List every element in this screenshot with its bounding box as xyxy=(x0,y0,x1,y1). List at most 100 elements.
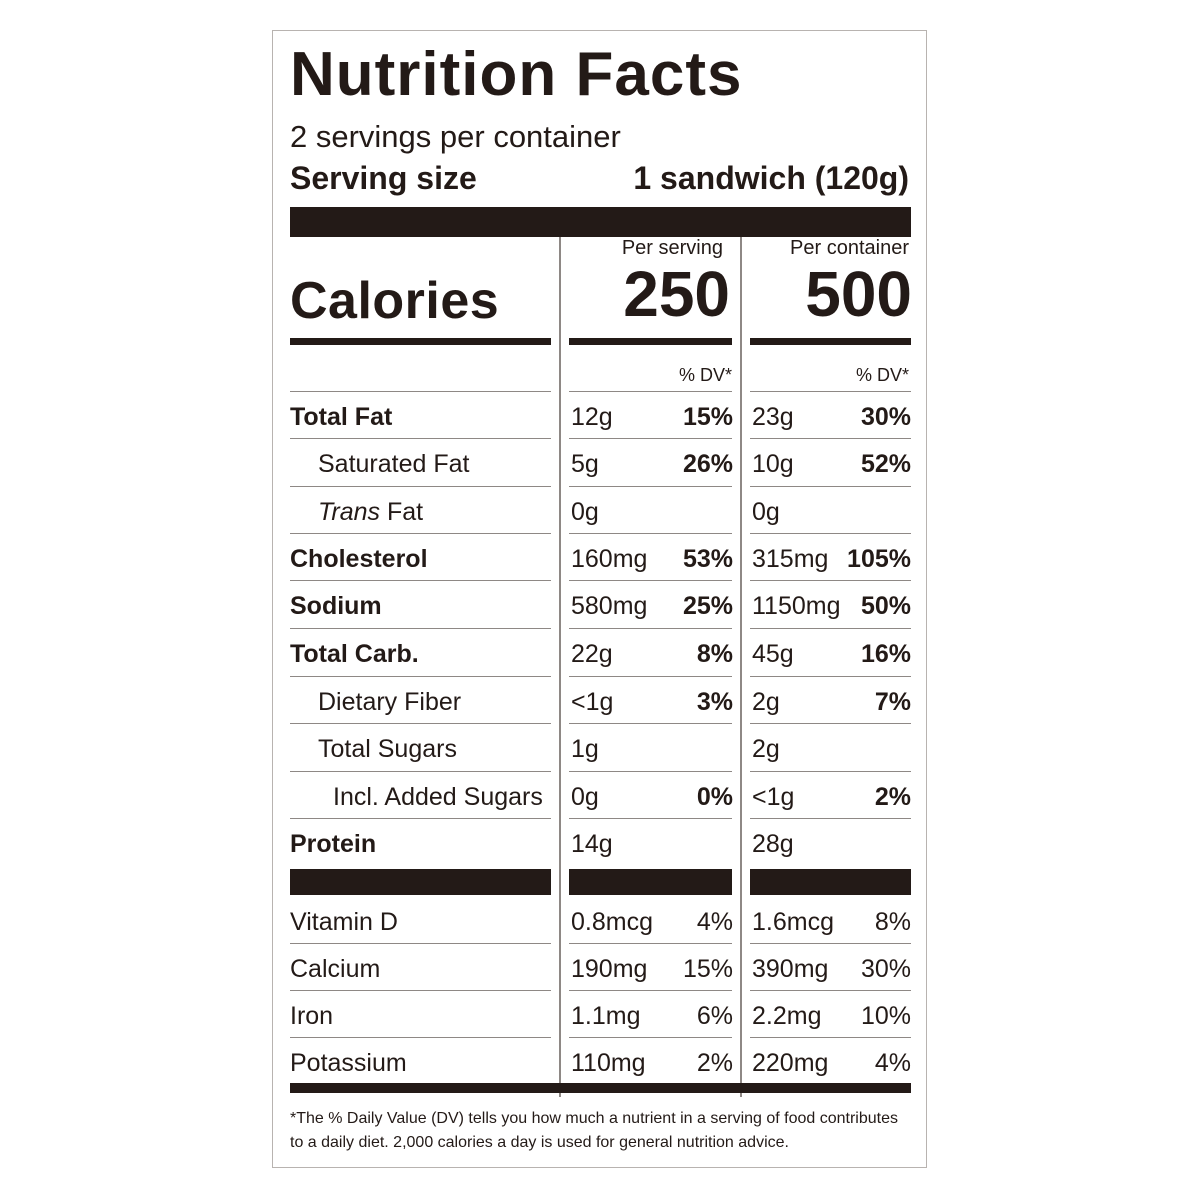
nutrient-row: Total Sugars 1g 2g xyxy=(273,726,928,773)
container-amount: 1150mg xyxy=(752,592,841,620)
serving-amount: 12g xyxy=(571,403,613,431)
nutrient-name: Total Carb. xyxy=(290,640,419,668)
row-rule-serving xyxy=(569,486,732,487)
vitamin-name: Potassium xyxy=(290,1049,407,1077)
vitamin-row: Calcium 190mg 15% 390mg 30% xyxy=(273,946,928,993)
nutrient-name-italic: Trans xyxy=(318,498,381,526)
nutrient-name: Total Sugars xyxy=(318,735,457,763)
container-dv: 8% xyxy=(874,908,911,936)
container-amount: 2g xyxy=(752,688,780,716)
row-rule-label xyxy=(290,723,551,724)
nutrient-row: Dietary Fiber <1g 3% 2g 7% xyxy=(273,679,928,726)
row-rule-label xyxy=(290,990,551,991)
serving-amount: 5g xyxy=(571,450,599,478)
serving-amount: 0g xyxy=(571,783,599,811)
container-dv: 7% xyxy=(874,688,911,716)
container-dv: 2% xyxy=(874,783,911,811)
row-rule-serving xyxy=(569,628,732,629)
per-container-heading: Per container xyxy=(790,237,909,259)
container-amount: 23g xyxy=(752,403,794,431)
column-divider-container xyxy=(740,237,742,1097)
serving-amount: 160mg xyxy=(571,545,648,573)
serving-dv: 15% xyxy=(682,403,733,431)
row-rule-label xyxy=(290,1037,551,1038)
row-rule-container xyxy=(750,676,911,677)
vitamin-row: Iron 1.1mg 6% 2.2mg 10% xyxy=(273,993,928,1040)
container-amount: 220mg xyxy=(752,1049,829,1077)
container-dv: 4% xyxy=(874,1049,911,1077)
row-rule-label xyxy=(290,676,551,677)
row-rule-container xyxy=(750,580,911,581)
calories-underline-serving xyxy=(569,338,732,345)
serving-dv: 3% xyxy=(696,688,733,716)
row-rule-container xyxy=(750,990,911,991)
container-dv: 105% xyxy=(847,545,911,573)
container-dv: 30% xyxy=(860,955,911,983)
serving-dv: 53% xyxy=(682,545,733,573)
nutrition-facts-panel: Nutrition Facts 2 servings per container… xyxy=(272,30,927,1168)
row-rule-label xyxy=(290,533,551,534)
nutrient-row: Trans Fat 0g 0g xyxy=(273,489,928,536)
container-amount: <1g xyxy=(752,783,795,811)
per-serving-heading: Per serving xyxy=(621,237,723,259)
nutrient-row: Total Fat 12g 15% 23g 30% xyxy=(273,394,928,441)
dv-heading-serving: % DV* xyxy=(678,365,732,385)
nutrient-name: Total Fat xyxy=(290,403,393,431)
serving-dv: 8% xyxy=(696,640,733,668)
container-amount: 390mg xyxy=(752,955,829,983)
serving-dv: 26% xyxy=(682,450,733,478)
serving-dv: 2% xyxy=(696,1049,733,1077)
nutrient-name: Saturated Fat xyxy=(318,450,470,478)
serving-amount: 190mg xyxy=(571,955,648,983)
nutrient-name: Dietary Fiber xyxy=(318,688,462,716)
serving-amount: 110mg xyxy=(571,1049,646,1077)
column-divider-serving xyxy=(559,237,561,1097)
row-rule-label xyxy=(290,818,551,819)
container-amount: 28g xyxy=(752,830,794,858)
panel-title: Nutrition Facts xyxy=(290,40,743,109)
container-amount: 315mg xyxy=(752,545,829,573)
calories-per-serving: 250 xyxy=(623,258,730,330)
nutrient-row: Protein 14g 28g xyxy=(273,821,928,868)
nutrient-name: Sodium xyxy=(290,592,382,620)
thick-divider-label xyxy=(290,869,551,895)
vitamin-name: Vitamin D xyxy=(290,908,398,936)
row-rule-container xyxy=(750,533,911,534)
vitamin-row: Potassium 110mg 2% 220mg 4% xyxy=(273,1040,928,1087)
serving-amount: 0g xyxy=(571,498,599,526)
thick-divider-container xyxy=(750,869,911,895)
row-rule-label xyxy=(290,771,551,772)
calories-per-container: 500 xyxy=(805,258,912,330)
container-dv: 50% xyxy=(860,592,911,620)
row-rule-label xyxy=(290,943,551,944)
row-rule-container xyxy=(750,943,911,944)
row-rule-container xyxy=(750,1037,911,1038)
vitamin-row: Vitamin D 0.8mcg 4% 1.6mcg 8% xyxy=(273,899,928,946)
row-rule-serving xyxy=(569,391,732,392)
row-rule-container xyxy=(750,818,911,819)
row-rule-serving xyxy=(569,1037,732,1038)
row-rule-serving xyxy=(569,990,732,991)
row-rule-serving xyxy=(569,438,732,439)
nutrient-name-rest: Fat xyxy=(380,498,424,526)
row-rule-serving xyxy=(569,818,732,819)
serving-amount: 14g xyxy=(571,830,613,858)
row-rule-container xyxy=(750,486,911,487)
container-dv: 30% xyxy=(860,403,911,431)
nutrient-name: Cholesterol xyxy=(290,545,428,573)
serving-size-label: Serving size xyxy=(290,160,477,196)
serving-amount: <1g xyxy=(571,688,614,716)
nutrient-row: Sodium 580mg 25% 1150mg 50% xyxy=(273,583,928,630)
serving-dv: 6% xyxy=(696,1002,733,1030)
container-amount: 45g xyxy=(752,640,794,668)
row-rule-label xyxy=(290,486,551,487)
row-rule-label xyxy=(290,580,551,581)
row-rule-serving xyxy=(569,580,732,581)
serving-amount: 0.8mcg xyxy=(571,908,653,936)
row-rule-serving xyxy=(569,943,732,944)
nutrient-name: Incl. Added Sugars xyxy=(333,783,543,811)
vitamin-name: Iron xyxy=(290,1002,334,1030)
row-rule-serving xyxy=(569,533,732,534)
row-rule-serving xyxy=(569,676,732,677)
nutrient-row: Saturated Fat 5g 26% 10g 52% xyxy=(273,441,928,488)
